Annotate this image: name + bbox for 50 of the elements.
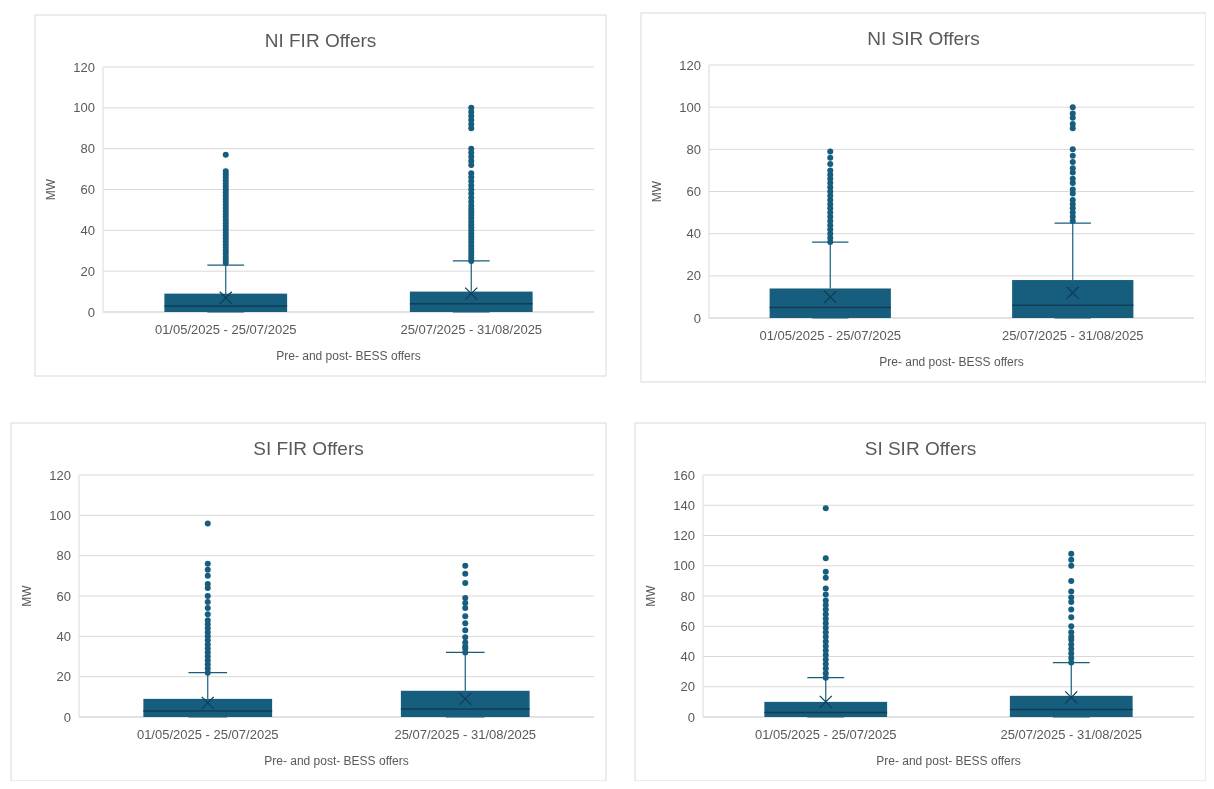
y-tick-label: 20 (680, 679, 695, 695)
x-tick-label: 01/05/2025 - 25/07/2025 (754, 727, 897, 742)
y-tick-label: 120 (679, 57, 701, 73)
y-tick-label: 140 (673, 497, 695, 513)
y-axis-title: MW (644, 584, 658, 607)
y-axis-title: MW (44, 178, 58, 201)
x-tick-label: 01/05/2025 - 25/07/2025 (154, 322, 297, 337)
y-tick-label: 60 (680, 618, 695, 634)
y-tick-label: 20 (80, 263, 95, 279)
x-tick-label: 25/07/2025 - 31/08/2025 (1000, 727, 1143, 742)
y-tick-label: 80 (80, 141, 95, 157)
y-tick-label: 40 (686, 226, 701, 242)
y-tick-label: 60 (686, 184, 701, 200)
y-tick-label: 100 (73, 100, 95, 116)
y-tick-label: 100 (679, 99, 701, 115)
y-tick-label: 120 (73, 59, 95, 75)
y-tick-label: 120 (49, 467, 71, 483)
x-tick-label: 01/05/2025 - 25/07/2025 (759, 328, 902, 343)
x-tick-label: 01/05/2025 - 25/07/2025 (136, 727, 279, 742)
y-tick-label: 100 (49, 507, 71, 523)
y-tick-label: 0 (693, 310, 701, 326)
y-tick-label: 60 (80, 182, 95, 198)
chart-title: NI FIR Offers (264, 30, 377, 51)
y-tick-label: 40 (80, 222, 95, 238)
y-tick-label: 20 (686, 268, 701, 284)
chart-title: SI FIR Offers (253, 438, 364, 459)
y-tick-label: 100 (673, 558, 695, 574)
x-axis-title: Pre- and post- BESS offers (879, 355, 1024, 369)
x-tick-label: 25/07/2025 - 31/08/2025 (400, 322, 543, 337)
x-axis-title: Pre- and post- BESS offers (264, 754, 409, 768)
chart-title: NI SIR Offers (867, 28, 980, 49)
y-tick-label: 80 (56, 548, 71, 564)
x-tick-label: 25/07/2025 - 31/08/2025 (1001, 328, 1144, 343)
y-axis-title: MW (20, 584, 34, 607)
y-tick-label: 80 (686, 141, 701, 157)
y-tick-label: 0 (687, 709, 695, 725)
x-axis-title: Pre- and post- BESS offers (276, 349, 421, 363)
y-tick-label: 60 (56, 588, 71, 604)
y-tick-label: 0 (63, 709, 71, 725)
y-tick-label: 40 (56, 628, 71, 644)
y-tick-label: 120 (673, 528, 695, 544)
y-tick-label: 80 (680, 588, 695, 604)
y-tick-label: 160 (673, 467, 695, 483)
y-tick-label: 20 (56, 669, 71, 685)
x-axis-title: Pre- and post- BESS offers (876, 754, 1021, 768)
y-tick-label: 40 (680, 649, 695, 665)
y-tick-label: 0 (87, 304, 95, 320)
y-axis-title: MW (650, 180, 664, 203)
chart-title: SI SIR Offers (864, 438, 977, 459)
x-tick-label: 25/07/2025 - 31/08/2025 (394, 727, 537, 742)
